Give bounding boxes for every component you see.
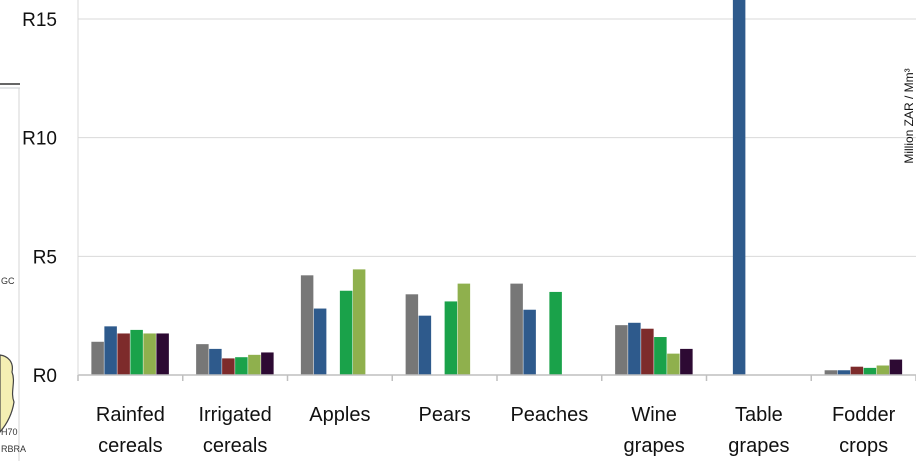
y-tick-label: R5 bbox=[33, 247, 57, 268]
bar bbox=[300, 275, 314, 375]
bar bbox=[510, 283, 523, 375]
bar bbox=[130, 329, 143, 375]
y-tick-label: R0 bbox=[33, 366, 57, 387]
bar bbox=[850, 366, 864, 375]
category-label: Apples bbox=[309, 404, 370, 426]
y-axis-title: Million ZAR / Mm³ bbox=[902, 68, 916, 163]
category-label: Table bbox=[735, 404, 783, 426]
category-label: Fodder bbox=[832, 404, 896, 426]
bar bbox=[444, 301, 458, 375]
bar bbox=[418, 315, 432, 375]
y-tick-label: R10 bbox=[22, 129, 57, 150]
bar bbox=[117, 333, 130, 375]
bars bbox=[91, 0, 903, 375]
bar bbox=[222, 358, 235, 375]
bar bbox=[615, 325, 628, 375]
category-label: Wine bbox=[631, 404, 677, 426]
bar bbox=[209, 348, 222, 375]
bar bbox=[876, 365, 890, 375]
bar bbox=[235, 357, 248, 375]
category-label: Irrigated bbox=[198, 404, 271, 426]
category-label: cereals bbox=[98, 435, 162, 457]
bar bbox=[405, 294, 419, 375]
bar bbox=[352, 269, 366, 375]
bar bbox=[680, 348, 693, 375]
y-tick-labels: R0 R5 R10 R15 bbox=[22, 10, 57, 387]
fragment-text-rbra: RBRA bbox=[1, 444, 26, 454]
fragment-text-h70: H70 bbox=[1, 427, 18, 437]
bar bbox=[667, 353, 680, 375]
bar bbox=[457, 283, 471, 375]
bar bbox=[196, 344, 209, 375]
category-label: Rainfed bbox=[96, 404, 165, 426]
x-axis bbox=[77, 0, 916, 381]
bar bbox=[824, 370, 838, 375]
gridlines bbox=[78, 18, 916, 257]
category-label: cereals bbox=[203, 435, 267, 457]
fragment-text-gc: GC bbox=[1, 276, 15, 286]
bar bbox=[104, 326, 117, 375]
bar bbox=[261, 352, 274, 375]
bar bbox=[732, 0, 746, 375]
bar bbox=[339, 290, 353, 375]
bar bbox=[641, 328, 654, 375]
bar bbox=[248, 354, 261, 375]
category-label: grapes bbox=[624, 435, 685, 457]
left-edge-fragment: GC H70 RBRA bbox=[0, 83, 26, 461]
y-tick-label: R15 bbox=[22, 10, 57, 31]
category-labels: Rainfed cereals Irrigated cereals Apples Pear… bbox=[96, 404, 896, 457]
bar bbox=[143, 333, 156, 375]
category-label: grapes bbox=[728, 435, 789, 457]
category-label: Pears bbox=[419, 404, 471, 426]
category-label: crops bbox=[839, 435, 888, 457]
category-label: Peaches bbox=[510, 404, 588, 426]
bar bbox=[91, 341, 104, 375]
bar bbox=[523, 309, 536, 375]
bar bbox=[313, 308, 327, 375]
bar bbox=[837, 370, 851, 375]
bar bbox=[863, 367, 877, 375]
bar bbox=[628, 322, 641, 375]
bar bbox=[156, 333, 169, 375]
bar bbox=[549, 291, 562, 375]
bar bbox=[654, 337, 667, 375]
bar bbox=[889, 359, 903, 375]
